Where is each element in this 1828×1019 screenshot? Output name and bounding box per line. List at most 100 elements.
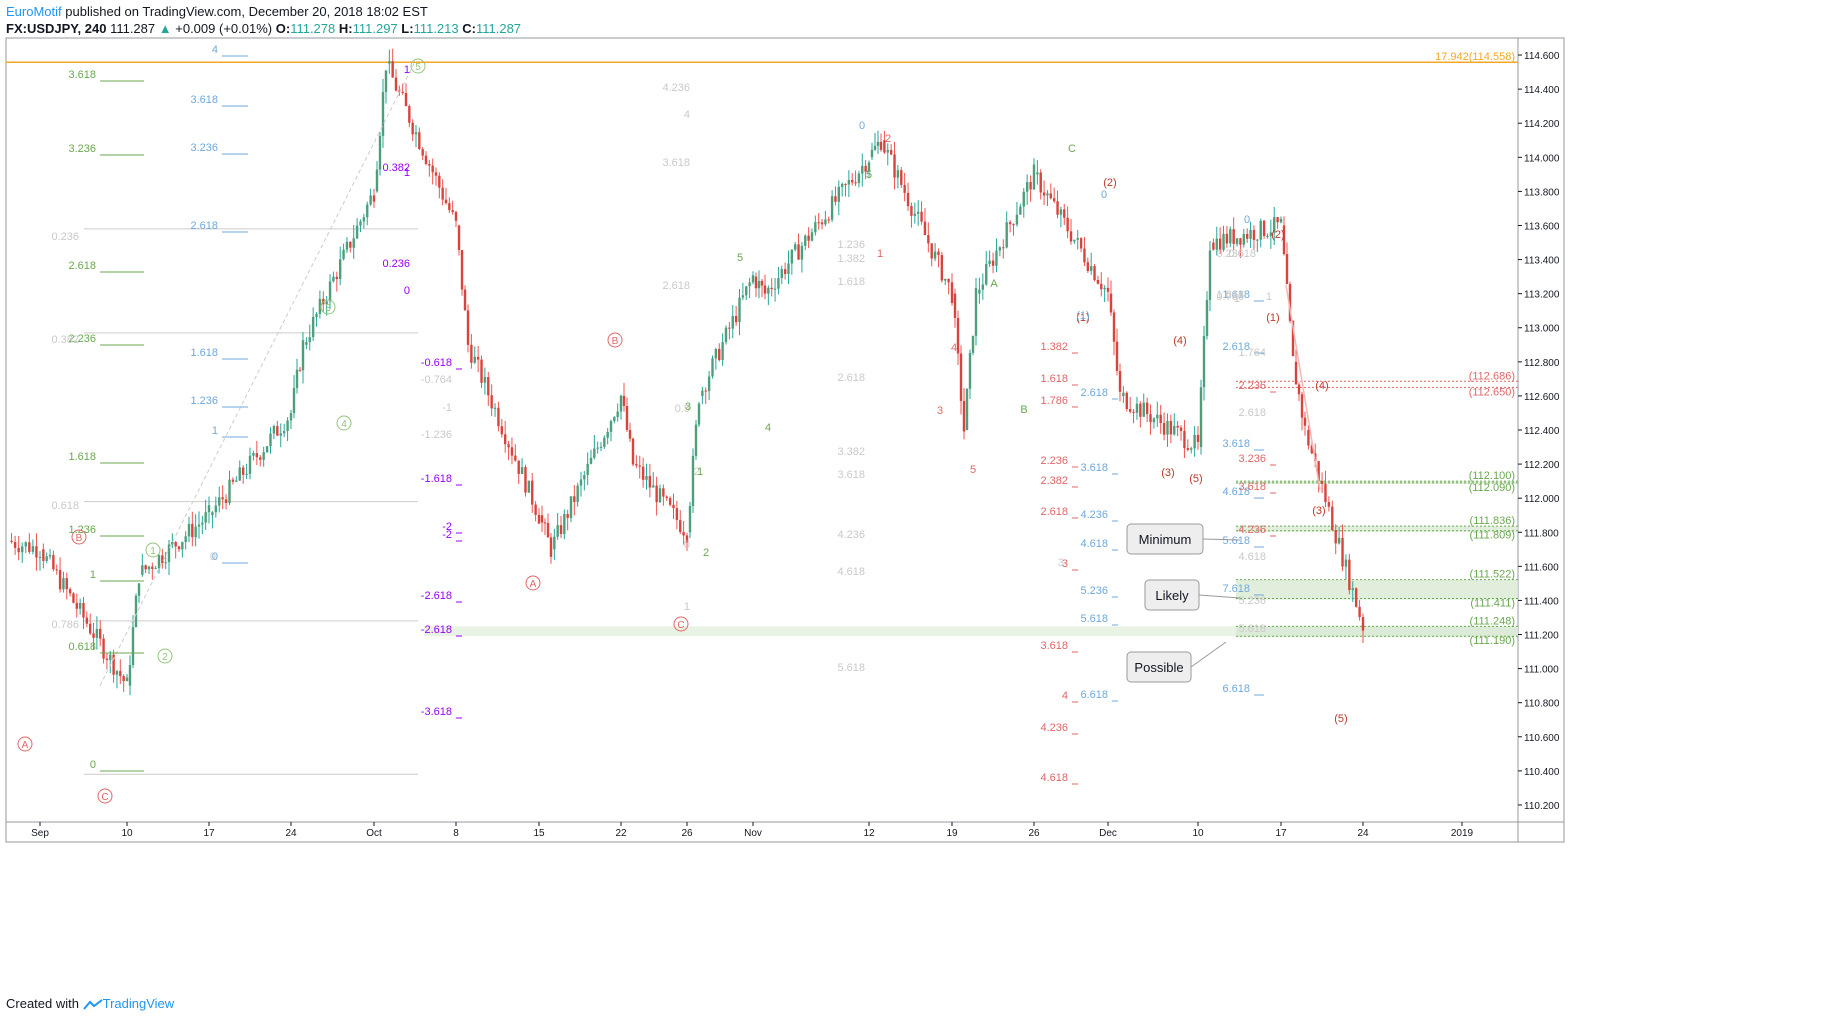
candle-body: [1327, 502, 1331, 507]
candle-body: [998, 247, 1002, 251]
candle-body: [454, 212, 458, 221]
x-tick-label: 24: [285, 828, 297, 839]
close-label: C:: [462, 21, 476, 36]
fib-faint-label: 5.618: [837, 662, 865, 674]
candle-body: [711, 358, 714, 377]
candle-body: [1122, 392, 1125, 396]
candle-body: [1109, 293, 1113, 313]
candle-body: [328, 281, 332, 302]
x-tick-label: Sep: [31, 828, 49, 839]
candle-body: [573, 496, 576, 502]
candle-body: [1183, 430, 1186, 449]
tradingview-logo-icon: [82, 998, 103, 1010]
candle-body: [599, 446, 603, 448]
wave-label-red: B: [76, 533, 83, 544]
fib-blue-label: 6.618: [1080, 689, 1108, 701]
fib-blue-label: 5.236: [1080, 585, 1108, 597]
candle-body: [349, 241, 352, 248]
fib-red-label: 4: [1062, 690, 1068, 702]
candle-body: [543, 522, 547, 524]
candle-body: [923, 221, 927, 236]
candle-body: [1317, 461, 1320, 481]
candle-body: [24, 542, 27, 547]
candle-body: [262, 452, 265, 460]
y-tick-label: 110.400: [1524, 767, 1560, 778]
candle-body: [408, 106, 411, 123]
fib-faint-label: 0.786: [51, 619, 79, 631]
candle-body: [655, 485, 658, 503]
candle-body: [576, 485, 579, 502]
candle-body: [606, 431, 609, 438]
high-label: H:: [338, 21, 353, 36]
candle-body: [754, 276, 758, 289]
candle-body: [282, 431, 286, 434]
candle-body: [1032, 164, 1036, 190]
candle-body: [793, 244, 797, 250]
candle-body: [1125, 392, 1128, 410]
candle-body: [1089, 266, 1093, 271]
candle-body: [92, 633, 95, 638]
candle-body: [401, 91, 404, 93]
candle-body: [770, 287, 773, 290]
candle-body: [817, 222, 820, 224]
candle-body: [1235, 238, 1239, 244]
wave-label-circle: [410, 58, 426, 74]
y-tick-label: 112.000: [1524, 494, 1560, 505]
candle-body: [613, 417, 616, 422]
wave-label-red: A: [530, 579, 537, 590]
fib-faint-label: 0.618: [51, 500, 79, 512]
candle-body: [1036, 172, 1039, 175]
candle-body: [144, 565, 147, 570]
candle-body: [682, 532, 685, 536]
candle-body: [583, 475, 586, 480]
candle-body: [854, 182, 857, 184]
price-level-label: (112.650): [1469, 386, 1515, 398]
fib-faint-label: 4.618: [1238, 551, 1266, 563]
callout-label: Likely: [1155, 588, 1189, 603]
candle-body: [102, 638, 105, 659]
candle-body: [790, 249, 794, 264]
fib-faint-label: 4.236: [837, 529, 865, 541]
footer: Created with TradingView: [6, 996, 174, 1011]
symbol-label: FX:USDJPY, 240: [6, 21, 107, 36]
wave-label-circle: [607, 332, 623, 348]
wave-label-green: 1: [697, 466, 703, 478]
fib-red-label: 4.236: [1040, 722, 1068, 734]
fib-faint-label: 3: [1058, 557, 1064, 569]
candle-body: [1176, 425, 1179, 428]
fib-purple-label: 0: [404, 285, 410, 297]
wave-label-green: 3: [685, 401, 691, 413]
fib-blue-label: 6.618: [1222, 683, 1250, 695]
candle-body: [861, 165, 864, 174]
fib-blue-label: 3.618: [1222, 438, 1250, 450]
fib-blue-label: 2.618: [190, 220, 218, 232]
fib-green-label: 1.236: [68, 524, 96, 536]
candle-body: [1100, 283, 1103, 290]
candle-body: [78, 602, 82, 609]
callout-label: Possible: [1134, 660, 1183, 675]
candle-body: [920, 211, 923, 222]
candle-body: [125, 677, 129, 682]
candle-body: [622, 395, 626, 406]
candle-body: [88, 623, 92, 634]
y-tick-label: 110.200: [1524, 801, 1560, 812]
trend-line: [99, 63, 415, 686]
candle-body: [1215, 238, 1218, 250]
candle-body: [940, 254, 944, 281]
author-link[interactable]: EuroMotif: [6, 4, 62, 19]
candle-body: [194, 526, 197, 538]
tradingview-brand[interactable]: TradingView: [102, 996, 175, 1011]
candle-body: [177, 546, 181, 550]
candle-body: [947, 278, 950, 283]
fib-red-label: 3.618: [1040, 640, 1068, 652]
fib-red-label: 3.236: [1238, 453, 1266, 465]
candle-body: [1103, 287, 1106, 290]
candle-body: [1039, 172, 1042, 193]
candle-body: [52, 555, 55, 570]
wave-label-red: 4: [951, 342, 957, 354]
y-tick-label: 113.600: [1524, 221, 1560, 232]
fib-purple-label: 1: [404, 64, 410, 76]
candle-body: [864, 165, 867, 172]
y-tick-label: 114.600: [1524, 51, 1560, 62]
